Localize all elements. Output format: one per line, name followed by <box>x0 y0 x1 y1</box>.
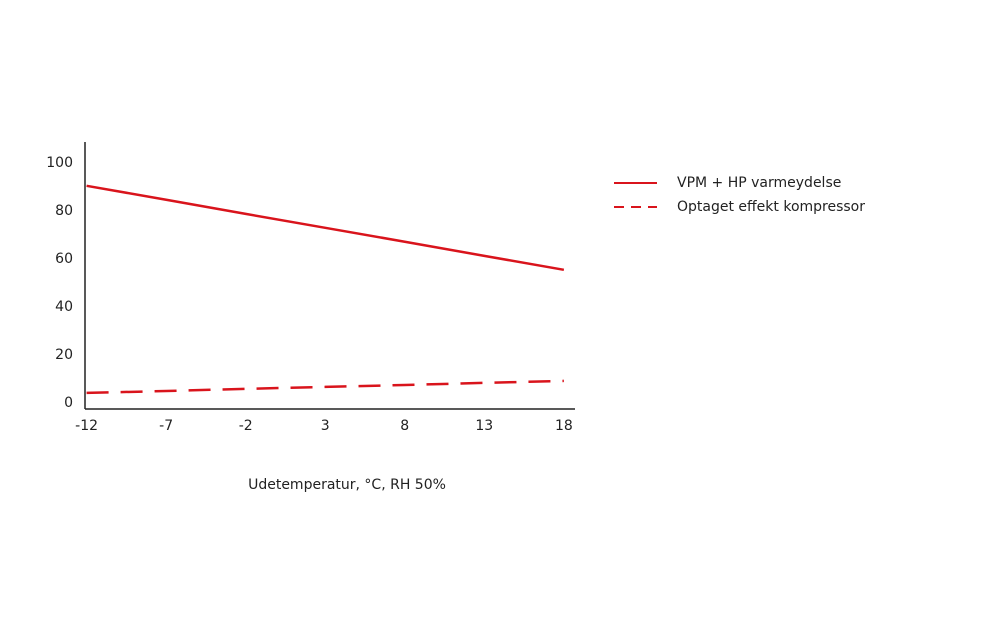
series-line <box>86 184 565 272</box>
x-tick-label: 13 <box>475 418 493 434</box>
x-tick-label: -7 <box>159 418 173 434</box>
x-tick-label: -12 <box>75 418 98 434</box>
x-axis-title: Udetemperatur, °C, RH 50% <box>248 477 446 493</box>
y-tick-label: 80 <box>55 203 73 219</box>
x-tick-label: 18 <box>555 418 573 434</box>
y-tick-label: 0 <box>64 395 73 411</box>
x-tick-label: 8 <box>400 418 409 434</box>
y-tick-label: 20 <box>55 347 73 363</box>
y-tick-label: 60 <box>55 251 73 267</box>
y-tick-label: 40 <box>55 299 73 315</box>
x-tick-label: 3 <box>321 418 330 434</box>
y-tick-label: 100 <box>46 155 73 171</box>
legend-label: Optaget effekt kompressor <box>677 199 865 215</box>
legend-label: VPM + HP varmeydelse <box>677 175 841 191</box>
series-line <box>86 379 564 395</box>
x-tick-label: -2 <box>239 418 253 434</box>
